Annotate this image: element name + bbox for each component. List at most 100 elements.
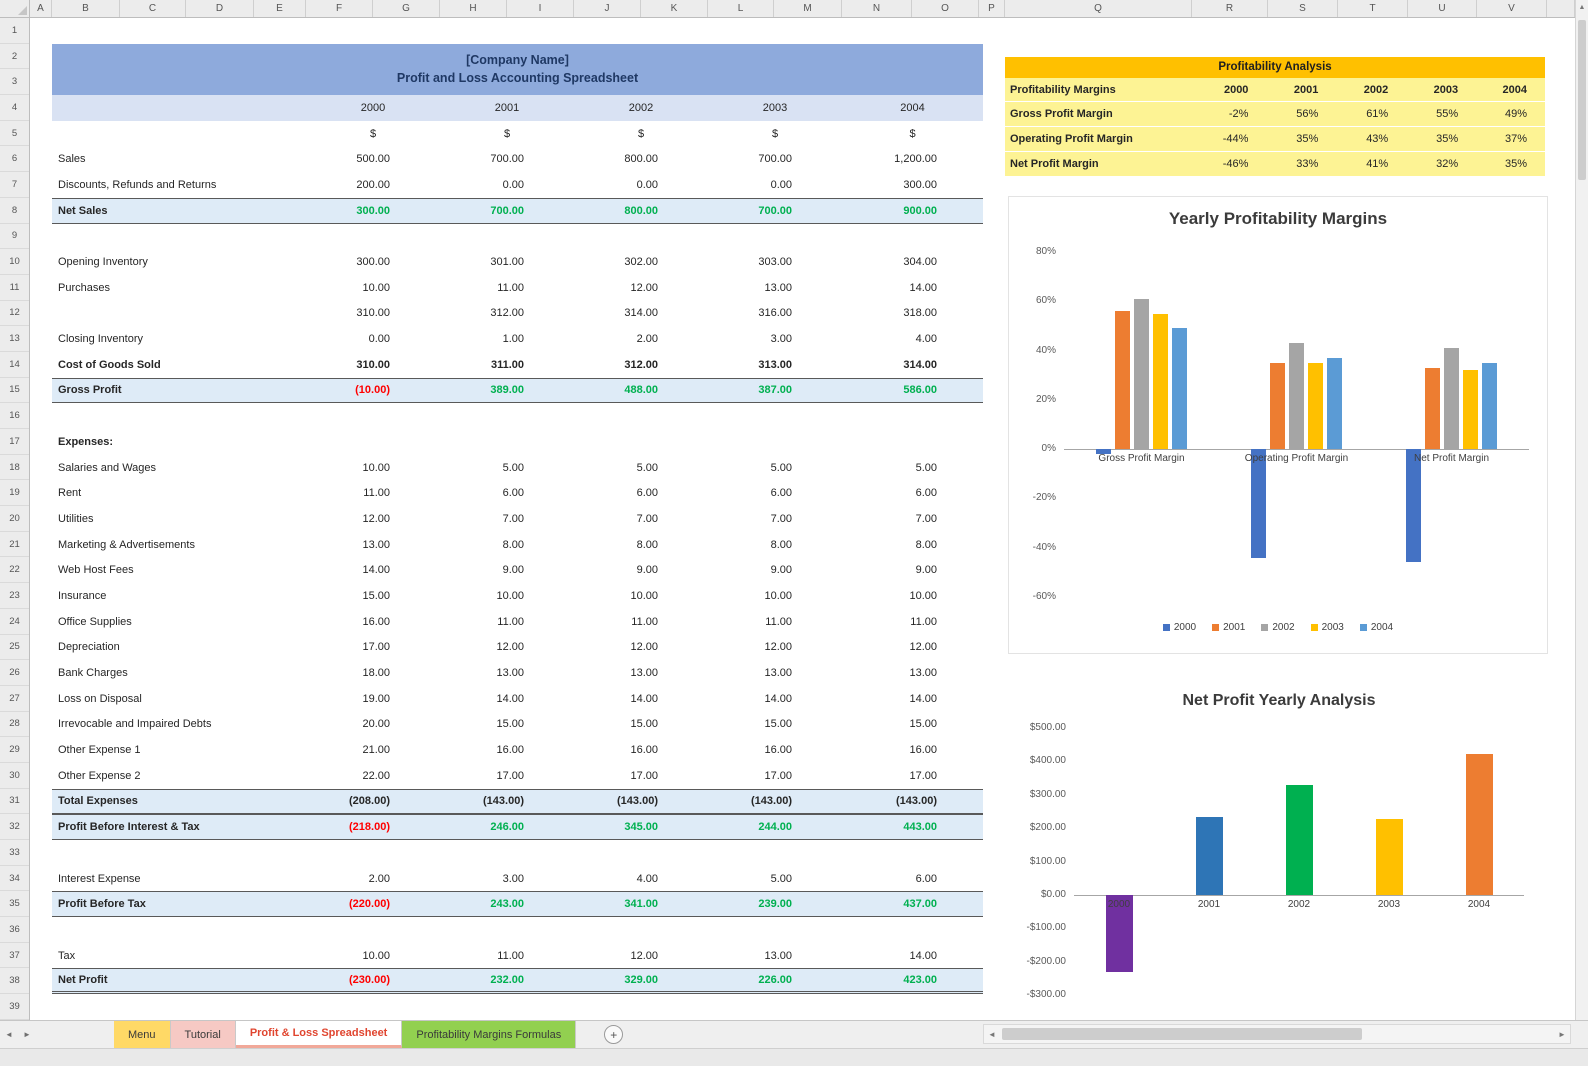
pnl-label-cell[interactable]: Rent — [58, 487, 82, 500]
pnl-value-cell[interactable]: 2.00 — [368, 872, 390, 885]
pnl-row[interactable]: Marketing & Advertisements 13.00 8.00 8.00 8… — [52, 532, 983, 558]
pnl-value-cell[interactable]: 312.00 — [490, 307, 524, 320]
profitability-header-row[interactable]: Profitability Margins 2000 2001 2002 2003 200… — [1005, 78, 1545, 102]
pnl-value-cell[interactable]: 13.00 — [496, 667, 524, 680]
pnl-value-cell[interactable]: 11.00 — [497, 615, 524, 628]
scroll-left-icon[interactable]: ◄ — [988, 1029, 996, 1039]
row-header-33[interactable]: 33 — [0, 840, 29, 866]
pnl-row[interactable]: Purchases 10.00 11.00 12.00 13.00 14.00 — [52, 275, 983, 301]
column-header-D[interactable]: D — [186, 0, 254, 17]
pnl-value-cell[interactable]: 0.00 — [368, 333, 390, 346]
pnl-value-cell[interactable]: 14.00 — [362, 564, 390, 577]
pnl-value-cell[interactable]: 6.00 — [915, 872, 937, 885]
select-all-corner[interactable] — [0, 0, 30, 18]
column-header-A[interactable]: A — [30, 0, 52, 17]
pnl-row[interactable]: Sales 500.00 700.00 800.00 700.00 1,200.00 — [52, 146, 983, 172]
column-header-Q[interactable]: Q — [1005, 0, 1192, 17]
pnl-row[interactable]: Other Expense 1 21.00 16.00 16.00 16.00 16.00 — [52, 737, 983, 763]
pnl-row[interactable]: Web Host Fees 14.00 9.00 9.00 9.00 9.00 — [52, 557, 983, 583]
pnl-row[interactable]: Net Sales 300.00 700.00 800.00 700.00 900.00 — [52, 197, 983, 224]
pnl-row[interactable]: Closing Inventory 0.00 1.00 2.00 3.00 4.00 — [52, 326, 983, 352]
pnl-value-cell[interactable]: 700.00 — [490, 153, 524, 166]
pnl-row[interactable]: 310.00 312.00 314.00 316.00 318.00 — [52, 301, 983, 327]
pnl-row[interactable]: Irrevocable and Impaired Debts 20.00 15.00… — [52, 712, 983, 738]
pnl-value-cell[interactable]: 18.00 — [362, 667, 390, 680]
pnl-value-cell[interactable]: 8.00 — [636, 538, 658, 551]
pnl-value-cell[interactable]: 314.00 — [903, 358, 937, 371]
pnl-year-cell[interactable]: 2004 — [900, 101, 925, 114]
pnl-row[interactable]: Loss on Disposal 19.00 14.00 14.00 14.00 14.0… — [52, 686, 983, 712]
pnl-value-cell[interactable]: 14.00 — [909, 281, 937, 294]
row-header-18[interactable]: 18 — [0, 455, 29, 481]
pnl-value-cell[interactable]: 312.00 — [624, 358, 658, 371]
pnl-label-cell[interactable]: Sales — [58, 153, 86, 166]
pnl-value-cell[interactable]: 8.00 — [502, 538, 524, 551]
row-header-31[interactable]: 31 — [0, 789, 29, 815]
pnl-value-cell[interactable]: 246.00 — [490, 821, 524, 834]
pnl-label-cell[interactable]: Discounts, Refunds and Returns — [58, 178, 217, 191]
pnl-value-cell[interactable]: 4.00 — [915, 333, 937, 346]
column-header-N[interactable]: N — [842, 0, 912, 17]
new-sheet-button[interactable]: + — [604, 1025, 624, 1044]
tab-profit-loss-spreadsheet[interactable]: Profit & Loss Spreadsheet — [235, 1021, 403, 1048]
pnl-value-cell[interactable]: 15.00 — [909, 718, 937, 731]
pnl-value-cell[interactable]: 10.00 — [909, 589, 937, 602]
tab-scroll-left-icon[interactable]: ◄ — [5, 1030, 13, 1039]
row-header-19[interactable]: 19 — [0, 480, 29, 507]
pnl-value-cell[interactable]: 6.00 — [636, 487, 658, 500]
pnl-label-cell[interactable]: Utilities — [58, 512, 94, 525]
pnl-currency-cell[interactable]: $ — [909, 127, 916, 140]
horizontal-scrollbar[interactable]: ◄ ► — [983, 1024, 1571, 1044]
pnl-value-cell[interactable]: 7.00 — [636, 512, 658, 525]
pnl-label-cell[interactable]: Cost of Goods Sold — [58, 358, 161, 371]
row-header-2[interactable]: 2 — [0, 44, 29, 70]
pnl-value-cell[interactable]: 301.00 — [490, 256, 524, 269]
pnl-label-cell[interactable]: Interest Expense — [58, 872, 141, 885]
pnl-value-cell[interactable]: 10.00 — [362, 461, 390, 474]
pnl-value-cell[interactable]: 303.00 — [758, 256, 792, 269]
row-header-10[interactable]: 10 — [0, 249, 29, 275]
pnl-value-cell[interactable]: 15.00 — [496, 718, 524, 731]
pnl-value-cell[interactable]: 300.00 — [903, 178, 937, 191]
pnl-label-cell[interactable]: Irrevocable and Impaired Debts — [58, 718, 212, 731]
pnl-row[interactable]: Gross Profit (10.00) 389.00 488.00 387.00 586… — [52, 377, 983, 404]
pnl-value-cell[interactable]: 310.00 — [356, 307, 390, 320]
row-header-4[interactable]: 4 — [0, 95, 29, 121]
row-header-32[interactable]: 32 — [0, 814, 29, 840]
pnl-value-cell[interactable]: 10.00 — [362, 949, 390, 962]
pnl-row[interactable]: Utilities 12.00 7.00 7.00 7.00 7.00 — [52, 506, 983, 532]
column-header-M[interactable]: M — [774, 0, 842, 17]
pnl-row[interactable]: Depreciation 17.00 12.00 12.00 12.00 12.00 — [52, 635, 983, 661]
scroll-up-icon[interactable]: ▲ — [1578, 3, 1586, 11]
pnl-value-cell[interactable]: 14.00 — [630, 692, 658, 705]
pnl-value-cell[interactable]: 11.00 — [497, 949, 524, 962]
pnl-value-cell[interactable]: 19.00 — [362, 692, 390, 705]
pnl-value-cell[interactable]: 345.00 — [624, 821, 658, 834]
pnl-value-cell[interactable]: 2.00 — [636, 333, 658, 346]
pnl-value-cell[interactable]: 9.00 — [636, 564, 658, 577]
vertical-scrollbar[interactable]: ▲ — [1575, 0, 1588, 1020]
pnl-value-cell[interactable]: 300.00 — [356, 204, 390, 217]
pnl-label-cell[interactable]: Web Host Fees — [58, 564, 134, 577]
row-header-14[interactable]: 14 — [0, 352, 29, 378]
pnl-value-cell[interactable]: 800.00 — [624, 204, 658, 217]
pnl-label-cell[interactable]: Other Expense 1 — [58, 744, 141, 757]
pnl-row[interactable]: Interest Expense 2.00 3.00 4.00 5.00 6.00 — [52, 866, 983, 892]
tab-profitability-margins-formulas[interactable]: Profitability Margins Formulas — [402, 1021, 577, 1048]
column-header-C[interactable]: C — [120, 0, 186, 17]
column-header-O[interactable]: O — [912, 0, 979, 17]
pnl-value-cell[interactable]: 11.00 — [497, 281, 524, 294]
pnl-value-cell[interactable]: 11.00 — [631, 615, 658, 628]
pnl-row[interactable]: Profit Before Tax (220.00) 243.00 341.00 239… — [52, 891, 983, 918]
pnl-currency-cell[interactable]: $ — [637, 127, 645, 140]
pnl-value-cell[interactable]: 800.00 — [624, 153, 658, 166]
row-header-36[interactable]: 36 — [0, 917, 29, 943]
pnl-label-cell[interactable]: Insurance — [58, 589, 107, 602]
pnl-label-cell[interactable]: Expenses: — [58, 435, 114, 448]
pnl-value-cell[interactable]: 17.00 — [630, 769, 658, 782]
row-header-17[interactable]: 17 — [0, 429, 29, 455]
row-header-9[interactable]: 9 — [0, 224, 29, 250]
row-header-22[interactable]: 22 — [0, 557, 29, 584]
pnl-value-cell[interactable]: 12.00 — [362, 512, 390, 525]
pnl-year-cell[interactable]: 2002 — [628, 101, 654, 114]
